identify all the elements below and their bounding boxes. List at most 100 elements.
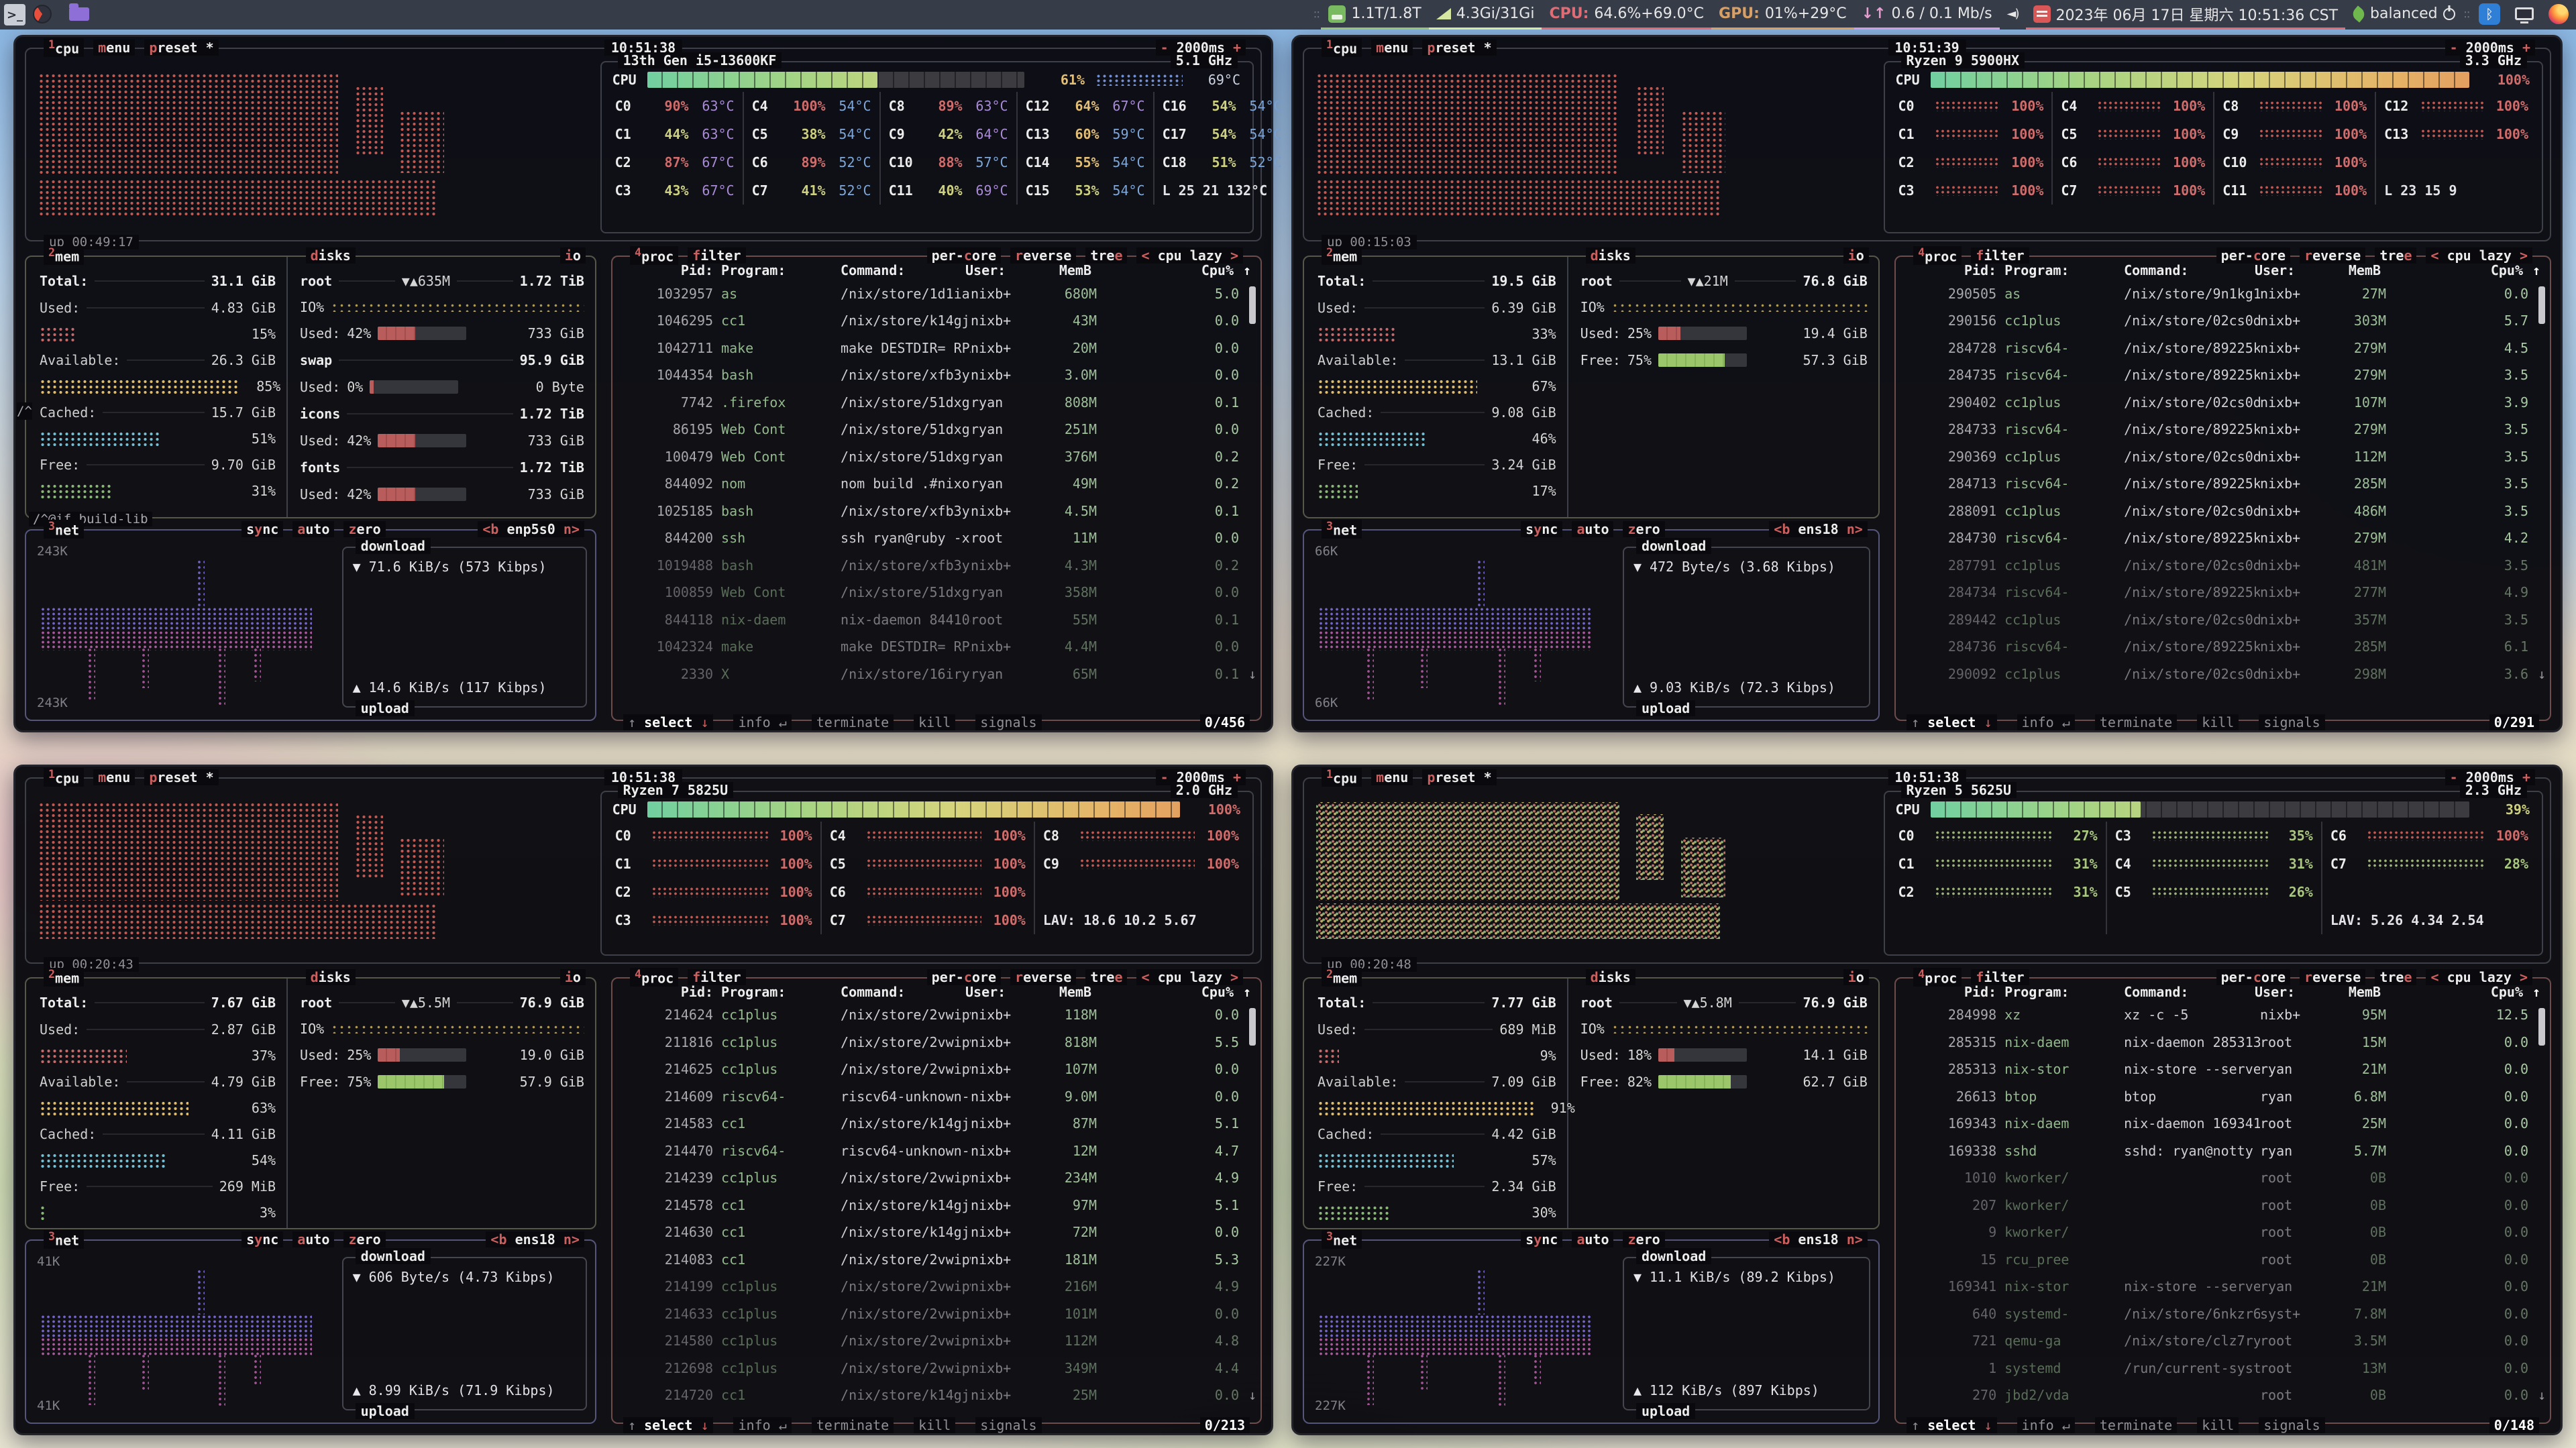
disk-entry-row[interactable]: root ▼▲5.8M 76.9 GiB xyxy=(1580,989,1868,1016)
process-row[interactable]: 214580 cc1plus /nix/store/2vwipws2 nixb+… xyxy=(622,1327,1256,1355)
box-option[interactable]: zero xyxy=(343,1231,386,1248)
process-row[interactable]: 214625 cc1plus /nix/store/2vwipws2 nixb+… xyxy=(622,1056,1256,1083)
info-control[interactable]: info ↵ xyxy=(2017,1417,2075,1434)
process-row[interactable]: 284736 riscv64- /nix/store/89225k9x nixb… xyxy=(1905,633,2546,661)
box-option[interactable]: per-core xyxy=(926,968,1002,985)
process-row[interactable]: 1019488 bash /nix/store/xfb3ykw9 nixb+ 4… xyxy=(622,551,1256,579)
proc-scrollbar-thumb[interactable] xyxy=(2538,1007,2545,1046)
process-list[interactable]: 290505 as /nix/store/9n1kg164 nixb+ 27M … xyxy=(1896,280,2550,687)
disk-entry-row[interactable]: root ▼▲5.5M 76.9 GiB xyxy=(300,989,584,1016)
interval-increase-button[interactable]: + xyxy=(2522,769,2530,785)
process-row[interactable]: 169343 nix-daem nix-daemon 169341 root 2… xyxy=(1905,1110,2546,1137)
box-option[interactable]: per-core xyxy=(2216,968,2291,985)
clock-indicator[interactable]: 2023年 06月 17日 星期六 10:51:36 CST xyxy=(2025,0,2346,30)
process-row[interactable]: 214630 cc1 /nix/store/k14gjkxn nixb+ 72M… xyxy=(622,1219,1256,1246)
proc-box-title[interactable]: 4proc xyxy=(630,246,679,266)
process-row[interactable]: 290369 cc1plus /nix/store/02cs0d7s nixb+… xyxy=(1905,443,2546,470)
interval-increase-button[interactable]: + xyxy=(2522,39,2530,56)
box-option[interactable]: sync xyxy=(241,1231,284,1248)
process-row[interactable]: 214199 cc1plus /nix/store/2vwipws2 nixb+… xyxy=(622,1273,1256,1300)
cpu-box-title[interactable]: 1cpu xyxy=(44,38,85,57)
box-option[interactable]: auto xyxy=(1572,1231,1614,1248)
proc-sort-selector[interactable]: < cpu lazy > xyxy=(1136,247,1243,264)
cpu-usage-indicator[interactable]: CPU: 64.6%+69.0°C xyxy=(1542,0,1712,30)
process-row[interactable]: 285313 nix-stor nix-store --serve - ryan… xyxy=(1905,1056,2546,1083)
signals-control[interactable]: signals xyxy=(2259,1417,2325,1434)
btop-window-top-left[interactable]: 1cpu menu preset * 10:51:38 - 2000ms + 13… xyxy=(13,35,1282,732)
process-row[interactable]: 284730 riscv64- /nix/store/89225k9x nixb… xyxy=(1905,524,2546,552)
terminate-control[interactable]: terminate xyxy=(2094,1417,2178,1434)
proc-box-title[interactable]: 4proc xyxy=(630,967,679,987)
select-control[interactable]: ↑ select ↓ xyxy=(1907,1417,1997,1434)
process-row[interactable]: 2330 X /nix/store/16iryvr8 ryan 65M 0.1 … xyxy=(622,660,1256,687)
btop-window-top-right[interactable]: 1cpu menu preset * 10:51:39 - 2000ms + Ry… xyxy=(1291,35,2563,732)
terminate-control[interactable]: terminate xyxy=(2094,714,2178,730)
process-row[interactable]: 290505 as /nix/store/9n1kg164 nixb+ 27M … xyxy=(1905,280,2546,307)
disk-usage-indicator[interactable]: 1.1T/1.8T xyxy=(1321,0,1429,30)
box-option[interactable]: preset * xyxy=(144,769,219,785)
disk-entry-row[interactable]: root ▼▲21M 76.8 GiB xyxy=(1580,268,1868,294)
process-row[interactable]: 844118 nix-daem nix-daemon 844104 root 5… xyxy=(622,606,1256,633)
process-row[interactable]: 86195 Web Cont /nix/store/51dxgra3 ryan … xyxy=(622,416,1256,443)
process-row[interactable]: 7742 .firefox /nix/store/51dxgra3 ryan 8… xyxy=(622,388,1256,416)
box-option[interactable]: tree xyxy=(1085,247,1128,264)
process-row[interactable]: 284734 riscv64- /nix/store/89225k9x nixb… xyxy=(1905,579,2546,606)
box-option[interactable]: per-core xyxy=(2216,247,2291,264)
process-row[interactable]: 211816 cc1plus /nix/store/2vwipws2 nixb+… xyxy=(622,1028,1256,1056)
btop-window-bottom-left[interactable]: 1cpu menu preset * 10:51:38 - 2000ms + Ry… xyxy=(13,765,1273,1435)
process-row[interactable]: 284728 riscv64- /nix/store/89225k9x nixb… xyxy=(1905,334,2546,361)
disk-entry-row[interactable]: fonts 1.72 TiB xyxy=(300,454,584,481)
box-option[interactable]: per-core xyxy=(926,247,1002,264)
volume-control[interactable]: ◄) xyxy=(2000,0,2026,30)
net-box-title[interactable]: 3net xyxy=(1322,1230,1362,1249)
select-control[interactable]: ↑ select ↓ xyxy=(623,714,714,730)
box-option[interactable]: disks xyxy=(1585,968,1635,985)
info-control[interactable]: info ↵ xyxy=(733,714,792,730)
box-option[interactable]: menu xyxy=(1371,39,1413,56)
proc-sort-selector[interactable]: < cpu lazy > xyxy=(2426,247,2532,264)
process-row[interactable]: 289442 cc1plus /nix/store/02cs0d7s nixb+… xyxy=(1905,606,2546,633)
signals-control[interactable]: signals xyxy=(975,714,1042,730)
interval-decrease-button[interactable]: - xyxy=(1160,39,1169,56)
box-option[interactable]: disks xyxy=(305,247,356,264)
display-tray-button[interactable] xyxy=(2508,0,2541,30)
process-row[interactable]: 1025185 bash /nix/store/xfb3ykw9 nixb+ 4… xyxy=(622,497,1256,524)
interval-decrease-button[interactable]: - xyxy=(2449,769,2458,785)
box-option[interactable]: filter xyxy=(1971,968,2029,985)
net-interface-switcher[interactable]: <b enp5s0 n> xyxy=(478,520,584,537)
process-row[interactable]: 288091 cc1plus /nix/store/02cs0d7s nixb+… xyxy=(1905,497,2546,524)
process-row[interactable]: 1044354 bash /nix/store/xfb3ykw9 nixb+ 3… xyxy=(622,361,1256,389)
scroll-down-arrow[interactable]: ↓ xyxy=(1248,665,1256,682)
box-option[interactable]: tree xyxy=(2375,247,2417,264)
signals-control[interactable]: signals xyxy=(2259,714,2325,730)
btop-window-bottom-right[interactable]: 1cpu menu preset * 10:51:38 - 2000ms + Ry… xyxy=(1291,765,2563,1435)
files-app-launcher[interactable] xyxy=(59,0,97,30)
disk-entry-row[interactable]: root ▼▲635M 1.72 TiB xyxy=(300,268,584,294)
box-option[interactable]: zero xyxy=(1623,1231,1665,1248)
process-row[interactable]: 26613 btop btop ryan 6.8M 0.0 xyxy=(1905,1082,2546,1110)
box-option[interactable]: filter xyxy=(688,968,746,985)
proc-scrollbar-thumb[interactable] xyxy=(1249,1007,1256,1046)
process-list[interactable]: 284998 xz xz -c -5 nixb+ 95M 12.5 285315… xyxy=(1896,1001,2550,1409)
box-option[interactable]: zero xyxy=(343,520,386,537)
box-option[interactable]: zero xyxy=(1623,520,1665,537)
process-row[interactable]: 290156 cc1plus /nix/store/02cs0d7s nixb+… xyxy=(1905,307,2546,335)
process-row[interactable]: 100479 Web Cont /nix/store/51dxgra3 ryan… xyxy=(622,443,1256,470)
info-control[interactable]: info ↵ xyxy=(733,1417,792,1434)
box-option[interactable]: sync xyxy=(1521,1231,1563,1248)
box-option[interactable]: auto xyxy=(292,1231,335,1248)
process-row[interactable]: 214578 cc1 /nix/store/k14gjkxn nixb+ 97M… xyxy=(622,1191,1256,1219)
interval-decrease-button[interactable]: - xyxy=(2449,39,2458,56)
process-row[interactable]: 100859 Web Cont /nix/store/51dxgra3 ryan… xyxy=(622,579,1256,606)
terminal-app-icon[interactable]: >_ xyxy=(4,4,25,25)
process-row[interactable]: 212698 cc1plus /nix/store/2vwipws2 nixb+… xyxy=(622,1354,1256,1382)
sort-column[interactable]: Cpu% xyxy=(1201,262,1234,279)
process-row[interactable]: 9 kworker/ root 0B 0.0 xyxy=(1905,1219,2546,1246)
interval-increase-button[interactable]: + xyxy=(1232,39,1241,56)
memory-usage-indicator[interactable]: 4.3Gi/31Gi xyxy=(1428,0,1542,30)
process-row[interactable]: 285315 nix-daem nix-daemon 285313 root 1… xyxy=(1905,1028,2546,1056)
mem-box-title[interactable]: 2mem xyxy=(1322,246,1362,266)
kill-control[interactable]: kill xyxy=(2197,714,2239,730)
box-option[interactable]: reverse xyxy=(2300,968,2366,985)
box-option[interactable]: menu xyxy=(1371,769,1413,785)
